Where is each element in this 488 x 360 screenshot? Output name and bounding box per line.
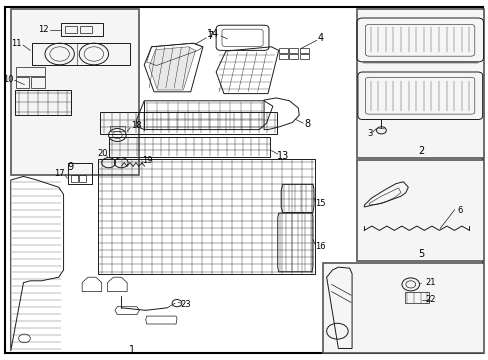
Text: 22: 22 [424,295,435,304]
Bar [31,77,45,88]
Bar [100,112,277,134]
Text: 16: 16 [314,242,325,251]
Bar [356,160,483,261]
Bar [68,163,92,184]
Text: 17: 17 [54,169,65,178]
Bar [79,175,86,182]
Text: 4: 4 [317,33,323,43]
Bar [278,48,287,53]
Bar [16,77,29,88]
Bar [300,48,308,53]
Text: 20: 20 [97,149,108,158]
Bar [356,9,483,158]
Bar [61,23,102,36]
Text: 5: 5 [418,249,424,259]
Text: 19: 19 [142,156,153,165]
Text: 23: 23 [180,300,191,309]
Bar [65,26,77,33]
Polygon shape [149,47,195,90]
Text: 6: 6 [456,206,461,215]
Text: 7: 7 [207,31,213,41]
Text: 11: 11 [12,40,22,49]
Text: 2: 2 [418,146,424,156]
Bar [11,9,139,175]
Text: 10: 10 [3,75,14,84]
Text: 14: 14 [206,29,219,39]
Bar [289,48,298,53]
Bar [110,126,124,131]
Text: 21: 21 [424,278,435,287]
Text: 1: 1 [129,345,135,355]
Bar [71,175,78,182]
Bar [108,137,269,157]
Bar [404,292,428,303]
Bar [300,54,308,59]
Bar [15,90,71,115]
Bar [322,263,483,353]
Text: 8: 8 [304,119,309,129]
Text: 18: 18 [130,121,141,130]
Text: 15: 15 [314,199,325,208]
Text: 13: 13 [276,150,288,161]
Text: 12: 12 [39,25,49,34]
Text: 3: 3 [366,130,371,139]
Text: 9: 9 [68,162,74,172]
Bar [80,26,92,33]
Bar [289,54,298,59]
Bar [16,67,45,76]
Bar [278,54,287,59]
